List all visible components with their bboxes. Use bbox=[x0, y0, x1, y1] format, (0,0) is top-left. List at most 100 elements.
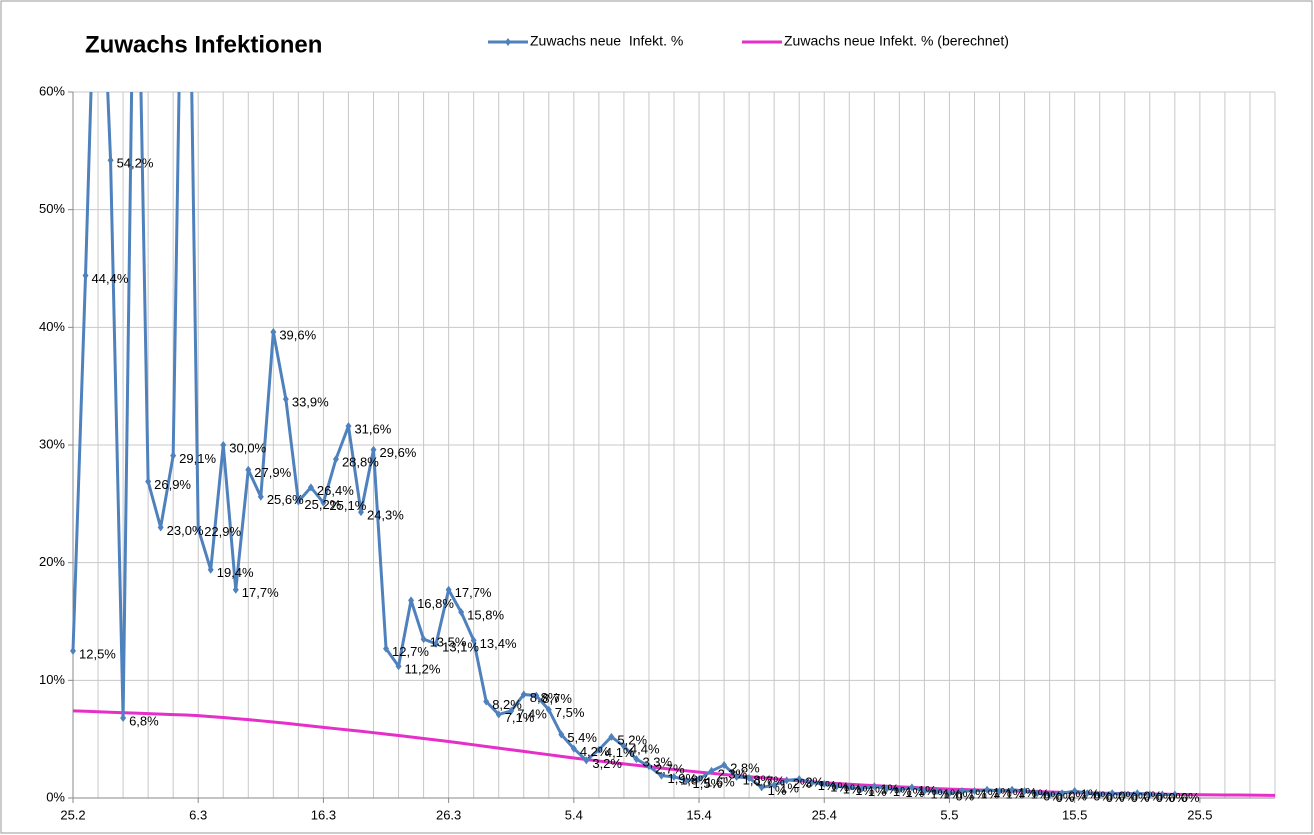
x-tick-label: 25.2 bbox=[60, 807, 85, 822]
data-label: 25,2% bbox=[304, 497, 341, 512]
data-label: 1% bbox=[880, 782, 899, 797]
marker bbox=[357, 508, 364, 517]
data-label: 11,2% bbox=[405, 662, 441, 677]
marker bbox=[282, 395, 289, 404]
data-label: 31,6% bbox=[354, 422, 391, 437]
data-label: 6,8% bbox=[129, 713, 159, 728]
marker bbox=[984, 785, 991, 794]
y-tick-label: 40% bbox=[39, 319, 65, 334]
marker bbox=[332, 455, 339, 464]
marker bbox=[483, 697, 490, 706]
data-label: 1,8% bbox=[743, 772, 773, 787]
marker bbox=[1059, 789, 1066, 798]
marker bbox=[345, 422, 352, 431]
data-label: 8,2% bbox=[492, 697, 522, 712]
data-label: 1% bbox=[968, 786, 987, 801]
y-tick-label: 20% bbox=[39, 554, 65, 569]
data-label: 3,2% bbox=[592, 756, 622, 771]
data-label: 4,4% bbox=[630, 742, 660, 757]
data-label: 1% bbox=[918, 783, 937, 798]
marker bbox=[1046, 790, 1053, 799]
marker bbox=[1009, 785, 1016, 794]
data-label: 2% bbox=[805, 775, 824, 790]
marker bbox=[671, 772, 677, 781]
marker bbox=[470, 636, 477, 645]
x-tick-label: 5.5 bbox=[940, 807, 958, 822]
data-label: 7,5% bbox=[555, 705, 585, 720]
marker bbox=[320, 498, 327, 507]
data-label: 1% bbox=[905, 785, 924, 800]
data-label: 0% bbox=[1156, 790, 1175, 805]
marker bbox=[570, 744, 577, 753]
marker bbox=[721, 761, 728, 770]
marker bbox=[1071, 786, 1078, 795]
marker bbox=[508, 706, 515, 715]
marker bbox=[458, 608, 465, 617]
data-label: 39,6% bbox=[279, 327, 316, 342]
data-label: 5,4% bbox=[567, 730, 597, 745]
marker bbox=[846, 783, 853, 792]
data-label: 0% bbox=[1131, 790, 1150, 805]
data-label: 2,7% bbox=[655, 762, 685, 777]
marker bbox=[82, 271, 89, 280]
marker bbox=[783, 776, 790, 785]
marker bbox=[157, 523, 164, 532]
data-label: 1% bbox=[1006, 786, 1025, 801]
data-label: 1% bbox=[993, 785, 1012, 800]
marker bbox=[696, 775, 703, 784]
data-label: 1,8% bbox=[680, 772, 710, 787]
legend-marker bbox=[505, 38, 511, 46]
marker bbox=[420, 635, 427, 644]
marker bbox=[645, 762, 652, 771]
marker bbox=[808, 778, 815, 787]
marker bbox=[583, 756, 590, 765]
x-tick-label: 5.4 bbox=[565, 807, 583, 822]
data-label: 27,9% bbox=[254, 465, 291, 480]
legend-label: Zuwachs neue Infekt. % bbox=[530, 33, 683, 49]
data-label: 8,7% bbox=[542, 691, 572, 706]
marker bbox=[145, 477, 152, 486]
data-label: 19,4% bbox=[217, 565, 254, 580]
marker bbox=[120, 713, 127, 722]
marker bbox=[796, 775, 803, 784]
marker bbox=[207, 565, 214, 574]
data-label: 0% bbox=[1068, 789, 1087, 804]
marker bbox=[771, 781, 778, 790]
data-label: 1% bbox=[768, 783, 787, 798]
data-label: 23,0% bbox=[167, 523, 204, 538]
data-label: 1% bbox=[1081, 786, 1100, 801]
data-label: 0% bbox=[1168, 790, 1187, 805]
marker bbox=[245, 465, 252, 474]
marker bbox=[395, 662, 402, 671]
marker bbox=[1021, 786, 1028, 795]
data-label: 4,1% bbox=[605, 745, 635, 760]
marker bbox=[958, 786, 965, 795]
y-tick-label: 30% bbox=[39, 436, 65, 451]
data-label: 4,2% bbox=[580, 744, 610, 759]
marker bbox=[1121, 790, 1128, 799]
y-tick-label: 60% bbox=[39, 83, 65, 98]
data-label: 12,5% bbox=[79, 646, 116, 661]
marker bbox=[708, 766, 715, 775]
data-label: 0% bbox=[1043, 789, 1062, 804]
marker bbox=[883, 784, 890, 793]
data-label: 0% bbox=[1106, 790, 1125, 805]
marker bbox=[370, 445, 377, 454]
marker bbox=[170, 451, 177, 460]
data-label: 44,4% bbox=[92, 271, 129, 286]
marker bbox=[908, 783, 915, 792]
marker bbox=[1109, 789, 1116, 798]
data-label: 25,1% bbox=[329, 498, 366, 513]
data-label: 15,8% bbox=[467, 608, 504, 623]
marker bbox=[307, 483, 314, 492]
x-tick-label: 15.4 bbox=[686, 807, 711, 822]
marker bbox=[257, 492, 264, 501]
marker bbox=[533, 691, 540, 700]
marker bbox=[658, 771, 665, 780]
marker bbox=[946, 789, 953, 798]
marker bbox=[408, 596, 415, 605]
x-tick-label: 25.4 bbox=[812, 807, 837, 822]
